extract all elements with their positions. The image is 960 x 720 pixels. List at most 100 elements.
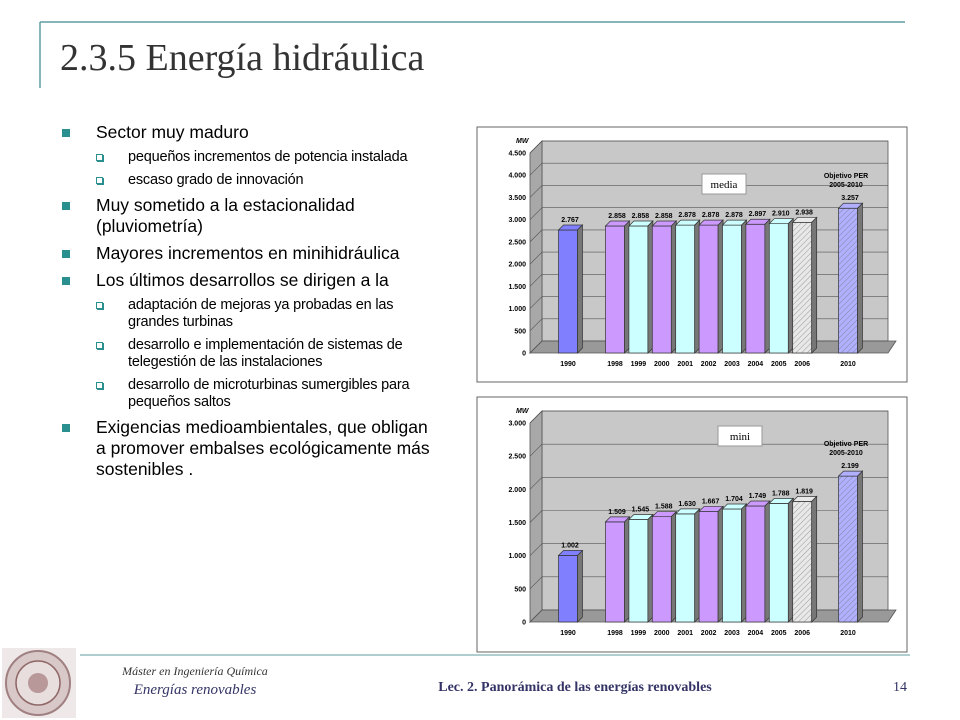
bar — [605, 521, 625, 623]
value-label: 2.938 — [795, 209, 813, 216]
bar-side — [577, 549, 583, 623]
bar — [628, 225, 649, 354]
bar — [745, 505, 766, 623]
value-label: 1.704 — [725, 496, 743, 503]
bar — [628, 519, 649, 623]
x-tick-label: 1990 — [560, 630, 576, 637]
grid-line — [529, 140, 543, 154]
x-tick-label: 2010 — [840, 361, 856, 368]
bar — [558, 229, 578, 354]
x-tick-label: 1998 — [607, 630, 623, 637]
bar-side — [811, 216, 818, 354]
x-tick-label: 2003 — [724, 361, 740, 368]
bar — [768, 503, 789, 623]
annotation: 2005-2010 — [829, 182, 863, 189]
grid-line — [529, 163, 543, 176]
x-tick-label: 2002 — [701, 630, 717, 637]
bar — [722, 224, 742, 354]
grid-line — [529, 477, 543, 490]
bar-hatch — [792, 222, 812, 353]
grid-line — [529, 609, 543, 623]
series-tag: mini — [730, 431, 750, 443]
value-label: 2.199 — [841, 463, 859, 470]
grid-line — [529, 207, 543, 220]
grid-line — [529, 318, 543, 331]
grid-line — [529, 576, 543, 590]
footer-lecture: Lec. 2. Panorámica de las energías renov… — [438, 680, 712, 695]
annotation: 2005-2010 — [829, 450, 863, 457]
value-label: 1.509 — [608, 509, 626, 516]
side-wall — [529, 140, 543, 354]
y-tick-label: 4.500 — [508, 151, 526, 158]
y-tick-label: 1.500 — [508, 520, 526, 527]
bar — [605, 225, 625, 354]
x-tick-label: 2000 — [654, 630, 670, 637]
grid-line — [529, 543, 543, 556]
bar-side — [811, 495, 818, 623]
value-label: 1.630 — [678, 501, 696, 508]
y-axis-label: MW — [516, 138, 530, 145]
x-tick-label: 2001 — [677, 361, 693, 368]
slide-title: 2.3.5 Energía hidráulica — [60, 37, 425, 79]
x-tick-label: 1999 — [631, 361, 647, 368]
y-tick-label: 0 — [522, 620, 526, 627]
grid-line — [529, 510, 543, 523]
value-label: 2.858 — [655, 213, 673, 220]
bullet: Los últimos desarrollos se dirigen a la — [60, 270, 440, 291]
x-tick-label: 2006 — [794, 630, 810, 637]
y-tick-label: 1.500 — [508, 284, 526, 291]
value-label: 2.878 — [678, 212, 696, 219]
bar — [768, 223, 789, 354]
series-tag-box — [701, 173, 747, 195]
y-tick-label: 3.000 — [508, 421, 526, 428]
value-label: 1.749 — [749, 493, 767, 500]
x-tick-label: 1998 — [607, 361, 623, 368]
y-axis-label: MW — [516, 408, 530, 415]
value-label: 2.878 — [725, 212, 743, 219]
value-label: 2.910 — [772, 211, 790, 218]
y-tick-label: 3.000 — [508, 217, 526, 224]
bar — [651, 516, 672, 623]
value-label: 2.858 — [608, 213, 626, 220]
sub-bullet: desarrollo e implementación de sistemas … — [60, 337, 440, 371]
logo — [2, 648, 76, 718]
value-label: 1.545 — [632, 507, 650, 514]
footer-subject: Energías renovables — [133, 682, 257, 698]
bar — [675, 513, 696, 623]
grid-line — [529, 443, 543, 457]
grid-line — [529, 274, 543, 287]
x-tick-label: 2004 — [748, 361, 764, 368]
y-tick-label: 500 — [514, 586, 526, 593]
bar-side — [857, 202, 863, 354]
bullet: Exigencias medioambientales, que obligan… — [60, 417, 440, 480]
bar-hatch — [838, 208, 858, 353]
grid-line — [529, 229, 543, 243]
sub-bullet: pequeños incrementos de potencia instala… — [60, 149, 440, 166]
y-tick-label: 2.000 — [508, 262, 526, 269]
series-tag-box — [717, 425, 763, 447]
sub-bullet: adaptación de mejoras ya probadas en las… — [60, 297, 440, 331]
value-label: 2.767 — [561, 217, 579, 224]
bullet: Muy sometido a la estacionalidad (pluvio… — [60, 195, 440, 237]
bar-hatch — [792, 501, 812, 622]
bar — [651, 225, 672, 354]
value-label: 1.002 — [561, 543, 579, 550]
y-tick-label: 2.500 — [508, 454, 526, 461]
x-tick-label: 2006 — [794, 361, 810, 368]
annotation: Objetivo PER — [824, 441, 868, 448]
bar — [558, 555, 578, 623]
bar-hatch — [838, 476, 858, 622]
y-tick-label: 2.000 — [508, 487, 526, 494]
y-tick-label: 500 — [514, 328, 526, 335]
x-tick-label: 2003 — [724, 630, 740, 637]
bullet: Sector muy maduro — [60, 122, 440, 143]
bar — [698, 511, 719, 623]
x-tick-label: 1990 — [560, 361, 576, 368]
x-tick-label: 2005 — [771, 630, 787, 637]
bullet-list: Sector muy maduro pequeños incrementos de… — [60, 122, 440, 486]
bar — [722, 508, 742, 623]
x-tick-label: 2005 — [771, 361, 787, 368]
series-tag: media — [711, 179, 738, 191]
